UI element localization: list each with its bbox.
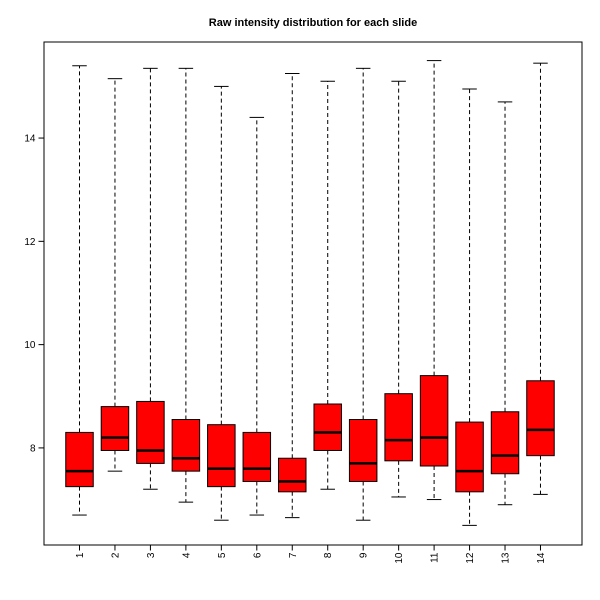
boxplot-slide-10: 10 (384, 80, 413, 564)
iqr-box (171, 419, 201, 472)
x-axis-tick-label: 13 (501, 552, 512, 564)
x-axis-tick-label: 1 (75, 552, 86, 558)
x-axis-tick-label: 7 (288, 552, 299, 558)
boxplot-slide-2: 2 (100, 78, 130, 558)
boxplot-slide-6: 6 (242, 116, 272, 558)
y-axis-tick-label: 8 (30, 443, 36, 454)
x-axis-tick-label: 8 (323, 552, 334, 558)
boxplot-slide-9: 9 (348, 67, 378, 558)
iqr-box (384, 393, 413, 462)
iqr-box (455, 421, 484, 493)
x-axis-tick-label: 12 (465, 552, 476, 564)
y-axis-tick-label: 14 (24, 134, 36, 145)
x-axis-tick-label: 5 (217, 552, 228, 558)
boxplot-slide-11: 11 (419, 60, 449, 563)
iqr-box (419, 375, 449, 467)
x-axis-tick-label: 4 (181, 552, 192, 558)
x-axis-tick-label: 10 (394, 552, 405, 564)
y-axis-tick-label: 10 (24, 340, 36, 351)
iqr-box (207, 424, 236, 488)
x-axis-tick-label: 6 (252, 552, 263, 558)
iqr-box (100, 406, 130, 451)
boxplot-slide-13: 13 (490, 101, 520, 564)
iqr-box (348, 419, 378, 482)
iqr-box (526, 380, 555, 457)
plot-frame (43, 41, 583, 546)
iqr-box (490, 411, 520, 475)
iqr-box (278, 457, 307, 493)
boxplot-slide-5: 5 (207, 85, 236, 558)
boxplot-slide-12: 12 (455, 88, 484, 564)
iqr-box (136, 400, 165, 464)
boxplot-slide-7: 7 (278, 73, 307, 558)
chart-title: Raw intensity distribution for each slid… (209, 17, 417, 29)
y-axis-tick-label: 12 (24, 237, 36, 248)
iqr-box (313, 403, 342, 451)
x-axis-tick-label: 9 (359, 552, 370, 558)
x-axis-tick-label: 3 (146, 552, 157, 558)
boxplot-slide-8: 8 (313, 80, 342, 558)
boxplot-slide-3: 3 (136, 67, 165, 558)
boxplot-slide-1: 1 (65, 65, 94, 558)
x-axis-tick-label: 2 (110, 552, 121, 558)
boxplot-slide-14: 14 (526, 62, 555, 564)
x-axis-tick-label: 11 (430, 552, 441, 563)
x-axis-tick-label: 14 (536, 552, 547, 564)
iqr-box (65, 431, 94, 488)
boxplot-slide-4: 4 (171, 67, 201, 558)
iqr-box (242, 431, 272, 482)
